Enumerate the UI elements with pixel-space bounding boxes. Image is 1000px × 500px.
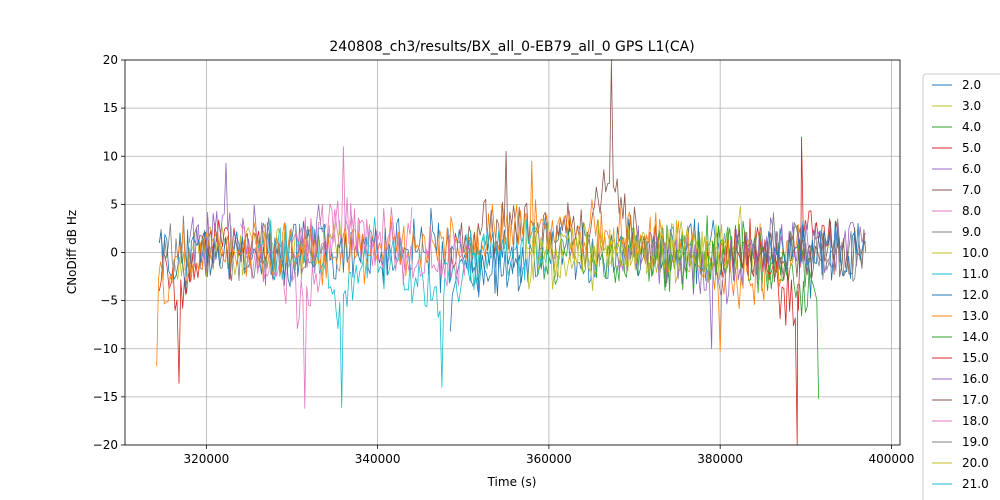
legend-entry: 12.0 xyxy=(962,288,989,302)
x-tick-label: 400000 xyxy=(869,452,915,466)
y-tick-label: −10 xyxy=(93,342,118,356)
y-axis-title: CNoDiff dB Hz xyxy=(65,210,79,294)
x-tick-label: 360000 xyxy=(526,452,572,466)
legend-entry: 18.0 xyxy=(962,414,989,428)
legend-entry: 5.0 xyxy=(962,141,981,155)
series-line-19.0 xyxy=(771,212,867,282)
legend: 2.0 3.0 4.0 5.0 6.0 7.0 8.0 9.0 10.0 11.0 12.0 13.0… xyxy=(932,78,989,500)
series-line-16.0 xyxy=(617,217,867,350)
x-axis-title: Time (s) xyxy=(487,475,537,489)
y-tick-label: 20 xyxy=(103,53,118,67)
legend-entry: 3.0 xyxy=(962,99,981,113)
series-line-18.0 xyxy=(291,146,473,287)
legend-entry: 11.0 xyxy=(962,267,989,281)
series-line-22.0 xyxy=(762,220,866,299)
x-tick-label: 320000 xyxy=(183,452,229,466)
y-tick-label: 5 xyxy=(110,197,118,211)
y-tick-label: 0 xyxy=(110,246,118,260)
legend-entry: 15.0 xyxy=(962,351,989,365)
series-line-21.0 xyxy=(462,219,550,283)
legend-entry: 21.0 xyxy=(962,477,989,491)
y-tick-label: −15 xyxy=(93,390,118,404)
x-tick-label: 340000 xyxy=(355,452,401,466)
legend-entry: 17.0 xyxy=(962,393,989,407)
y-tick-label: 15 xyxy=(103,101,118,115)
legend-entry: 19.0 xyxy=(962,435,989,449)
y-tick-label: −5 xyxy=(100,294,118,308)
legend-entry: 13.0 xyxy=(962,309,989,323)
series-line-20.0 xyxy=(527,219,730,292)
y-axis-ticks: −20 −15 −10 −5 0 5 10 15 20 xyxy=(93,53,125,452)
legend-entry: 14.0 xyxy=(962,330,989,344)
legend-entry: 10.0 xyxy=(962,246,989,260)
legend-entry: 4.0 xyxy=(962,120,981,134)
legend-entry: 20.0 xyxy=(962,456,989,470)
legend-entry: 9.0 xyxy=(962,225,981,239)
y-tick-label: 10 xyxy=(103,149,118,163)
series-lines xyxy=(156,59,867,446)
legend-entry: 8.0 xyxy=(962,204,981,218)
legend-entry: 16.0 xyxy=(962,372,989,386)
chart-title: 240808_ch3/results/BX_all_0-EB79_all_0 G… xyxy=(329,39,694,55)
legend-entry: 6.0 xyxy=(962,162,981,176)
legend-entry: 7.0 xyxy=(962,183,981,197)
legend-box xyxy=(922,73,1000,500)
x-tick-label: 380000 xyxy=(697,452,743,466)
legend-entry: 2.0 xyxy=(962,78,981,92)
y-tick-label: −20 xyxy=(93,438,118,452)
x-axis-ticks: 320000 340000 360000 380000 400000 xyxy=(183,445,914,466)
legend-entry: 22.0 xyxy=(962,498,989,500)
